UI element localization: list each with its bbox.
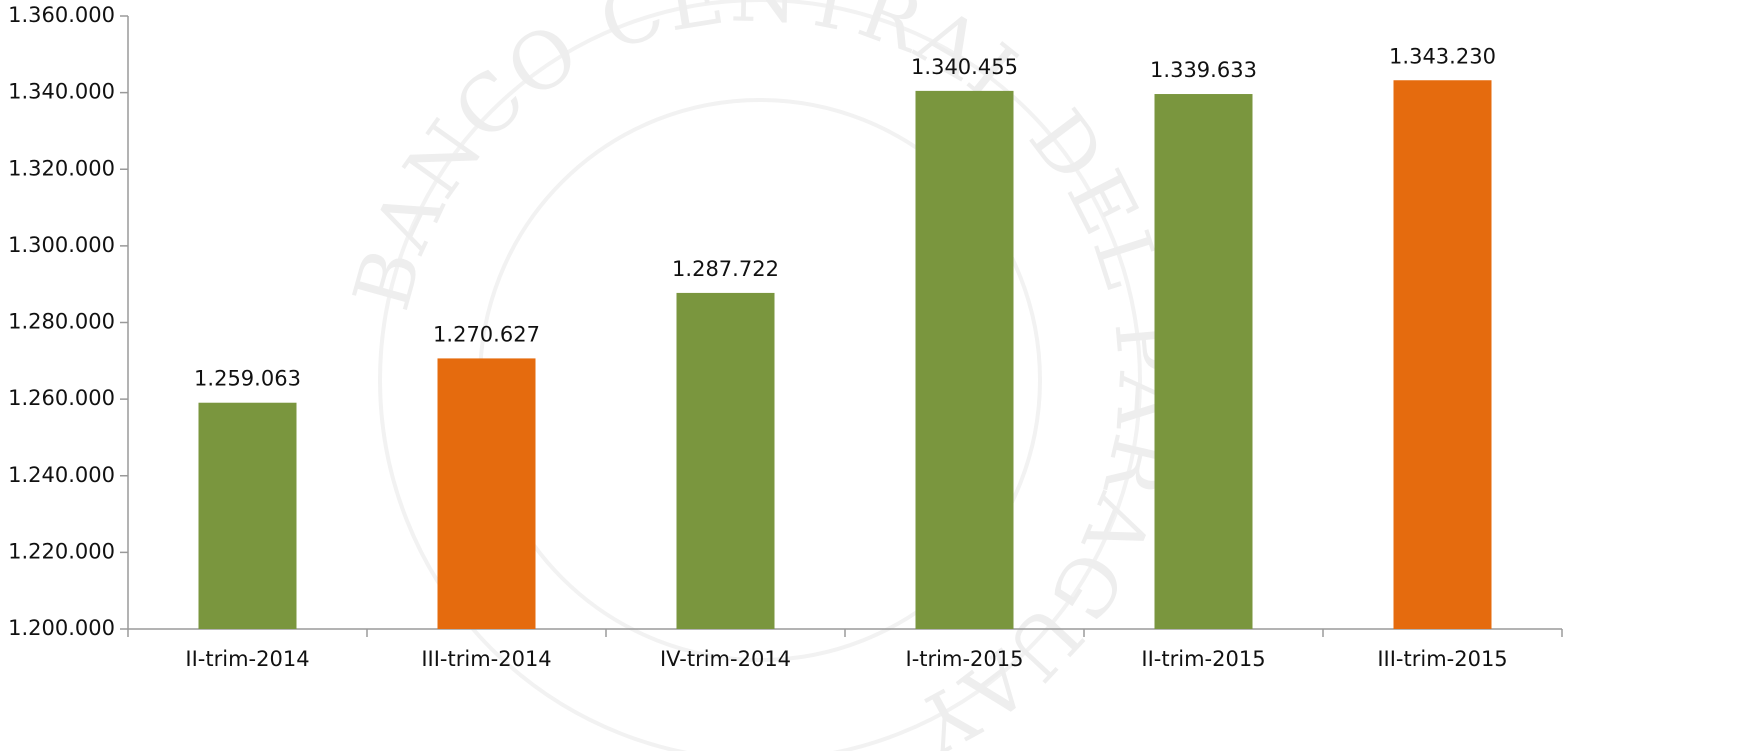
y-tick-label: 1.200.000 [8,616,115,640]
bar [676,292,775,629]
y-tick-label: 1.260.000 [8,386,115,410]
x-tick-label: I-trim-2015 [906,647,1024,671]
x-tick-label: III-trim-2015 [1377,647,1507,671]
bar [1393,80,1492,629]
value-label: 1.340.455 [911,55,1018,79]
bar [915,90,1014,630]
value-label: 1.287.722 [672,257,779,281]
bar [198,402,297,629]
y-tick-label: 1.300.000 [8,233,115,257]
y-tick-label: 1.320.000 [8,156,115,180]
y-tick-label: 1.280.000 [8,310,115,334]
value-label: 1.259.063 [194,367,301,391]
bar [437,358,536,629]
seal-ring [378,0,1142,751]
y-tick-label: 1.340.000 [8,80,115,104]
bar [1154,94,1253,629]
y-tick-label: 1.360.000 [8,3,115,27]
x-tick-label: III-trim-2014 [421,647,551,671]
x-tick-label: IV-trim-2014 [660,647,791,671]
value-label: 1.270.627 [433,322,540,346]
x-tick-label: II-trim-2015 [1141,647,1265,671]
x-tick-label: II-trim-2014 [185,647,309,671]
y-tick-label: 1.240.000 [8,463,115,487]
value-label: 1.339.633 [1150,58,1257,82]
value-label: 1.343.230 [1389,44,1496,68]
y-tick-label: 1.220.000 [8,539,115,563]
